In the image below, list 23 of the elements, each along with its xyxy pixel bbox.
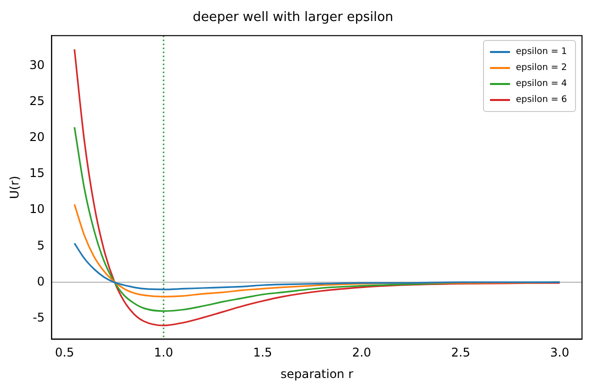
y-axis-title: U(r) (7, 176, 22, 199)
x-tick-label: 0.5 (54, 346, 74, 360)
x-tick-label: 2.5 (451, 346, 470, 360)
x-axis-title: separation r (280, 366, 354, 381)
legend-label: epsilon = 4 (516, 79, 567, 89)
y-tick-label: 20 (29, 130, 45, 144)
legend-label: epsilon = 2 (516, 63, 567, 73)
y-tick-label: -5 (32, 310, 45, 324)
y-tick-label: 30 (29, 58, 45, 72)
x-tick-label: 1.5 (253, 346, 272, 360)
x-tick-label: 1.0 (154, 346, 174, 360)
x-tick-label: 2.0 (352, 346, 372, 360)
y-tick-label: 15 (29, 166, 45, 180)
line-series (74, 242, 561, 290)
y-tick-label: 5 (37, 238, 45, 252)
x-tick-label: 3.0 (550, 346, 570, 360)
y-tick-label: 0 (37, 274, 45, 288)
legend-label: epsilon = 1 (516, 47, 567, 57)
legend-label: epsilon = 6 (516, 95, 567, 105)
line-series (74, 48, 561, 326)
y-tick-label: 25 (29, 94, 45, 108)
chart-title: deeper well with larger epsilon (192, 10, 394, 26)
y-tick-label: 10 (29, 202, 45, 216)
